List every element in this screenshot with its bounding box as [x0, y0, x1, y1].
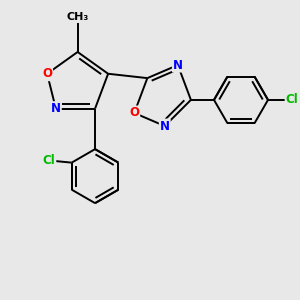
Text: N: N [160, 119, 170, 133]
Text: N: N [51, 102, 61, 115]
Text: O: O [42, 67, 52, 80]
Text: O: O [129, 106, 139, 119]
Text: Cl: Cl [43, 154, 56, 167]
Text: CH₃: CH₃ [67, 12, 89, 22]
Text: N: N [173, 58, 183, 71]
Text: Cl: Cl [286, 93, 298, 106]
